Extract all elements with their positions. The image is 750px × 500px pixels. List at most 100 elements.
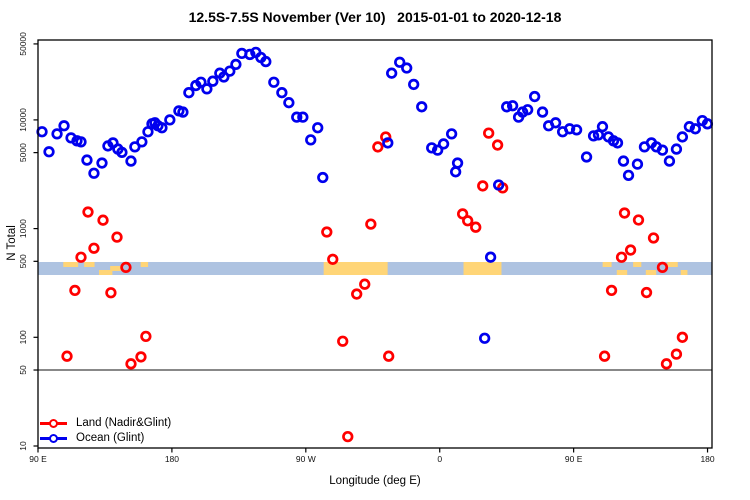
data-point-ocean — [394, 56, 406, 68]
data-point-ocean — [218, 71, 230, 83]
data-point-ocean — [587, 130, 600, 142]
data-point-land — [380, 131, 392, 143]
data-point-land — [483, 127, 495, 139]
data-point-ocean — [401, 62, 413, 74]
data-point-ocean — [431, 144, 444, 156]
map-band-land — [463, 262, 502, 275]
data-point-ocean — [291, 111, 303, 123]
data-point-ocean — [88, 167, 100, 179]
data-point-land — [351, 288, 363, 300]
data-point-land — [676, 331, 689, 343]
data-point-land — [647, 232, 660, 244]
x-tick-label: 90 E — [565, 454, 583, 464]
map-band-island — [667, 262, 678, 267]
data-point-land — [491, 139, 504, 151]
data-point-ocean — [451, 157, 464, 169]
data-point-ocean — [58, 120, 70, 132]
data-point-ocean — [156, 122, 168, 134]
data-point-land — [125, 358, 137, 370]
legend-item-ocean: Ocean (Glint) — [40, 431, 144, 446]
data-point-land — [656, 261, 669, 274]
data-point-land — [321, 226, 333, 238]
data-point-ocean — [416, 101, 428, 113]
data-point-ocean — [382, 137, 394, 149]
data-point-land — [75, 251, 87, 263]
data-point-ocean — [501, 101, 513, 113]
data-point-ocean — [230, 58, 242, 71]
x-tick-label: 0 — [437, 454, 442, 464]
data-point-ocean — [81, 154, 93, 166]
y-tick-label: 500 — [18, 254, 28, 268]
map-band-island — [680, 270, 688, 275]
map-band-land — [323, 262, 388, 275]
data-point-land — [120, 261, 132, 274]
data-point-ocean — [268, 76, 280, 88]
data-point-ocean — [408, 78, 420, 91]
data-point-ocean — [125, 155, 137, 167]
data-point-ocean — [43, 146, 55, 158]
data-point-land — [337, 335, 349, 347]
map-band-island — [110, 266, 121, 271]
data-point-ocean — [522, 104, 534, 116]
data-point-ocean — [129, 141, 141, 153]
data-point-ocean — [183, 87, 195, 99]
data-point-ocean — [670, 143, 683, 155]
data-point-ocean — [283, 97, 295, 109]
data-point-ocean — [297, 111, 309, 123]
data-point-ocean — [116, 146, 128, 158]
data-point-ocean — [683, 121, 696, 133]
data-point-ocean — [96, 157, 108, 169]
data-point-ocean — [426, 142, 438, 154]
y-tick-label: 10 — [18, 441, 28, 451]
data-point-ocean — [317, 171, 329, 184]
data-point-ocean — [479, 332, 491, 344]
data-point-land — [105, 287, 117, 299]
data-point-land — [140, 330, 152, 343]
data-point-land — [624, 244, 637, 256]
chart-title: 12.5S-7.5S November (Ver 10) 2015-01-01 … — [188, 9, 562, 25]
y-tick-label: 10000 — [18, 108, 28, 132]
data-point-land — [111, 231, 123, 243]
data-point-land — [69, 284, 81, 297]
data-point-land — [82, 206, 94, 218]
map-band-island — [602, 262, 612, 267]
data-point-ocean — [75, 136, 87, 148]
data-point-ocean — [449, 166, 462, 178]
data-point-land — [342, 430, 354, 443]
data-point-ocean — [580, 151, 593, 163]
data-point-land — [618, 207, 631, 219]
data-point-ocean — [260, 55, 272, 68]
data-point-ocean — [617, 155, 630, 167]
x-tick-label: 90 W — [296, 454, 316, 464]
data-point-ocean — [570, 124, 583, 136]
data-point-ocean — [689, 123, 701, 135]
data-point-ocean — [244, 48, 256, 61]
map-band-island — [99, 270, 113, 275]
data-point-ocean — [386, 67, 398, 79]
data-point-land — [61, 350, 73, 362]
y-tick-label: 1000 — [18, 219, 28, 238]
data-point-ocean — [676, 131, 689, 143]
y-tick-label: 50 — [18, 365, 28, 375]
map-band-island — [140, 262, 149, 267]
plot-frame — [37, 39, 713, 449]
data-point-ocean — [484, 251, 497, 263]
y-tick-label: 5000 — [18, 143, 28, 162]
data-point-ocean — [36, 126, 48, 138]
data-point-land — [632, 214, 645, 226]
x-tick-label: 180 — [165, 454, 179, 464]
data-point-land — [456, 208, 469, 220]
data-point-land — [365, 218, 377, 230]
data-point-land — [88, 242, 100, 254]
legend-symbol-ocean — [40, 431, 67, 446]
data-point-land — [135, 351, 147, 363]
data-point-ocean — [177, 106, 189, 118]
data-point-land — [383, 350, 395, 362]
data-point-land — [372, 141, 384, 153]
data-point-ocean — [656, 144, 669, 156]
data-point-ocean — [563, 123, 576, 135]
data-point-ocean — [528, 90, 541, 103]
x-axis-title: Longitude (deg E) — [329, 475, 421, 487]
data-point-ocean — [305, 134, 317, 146]
